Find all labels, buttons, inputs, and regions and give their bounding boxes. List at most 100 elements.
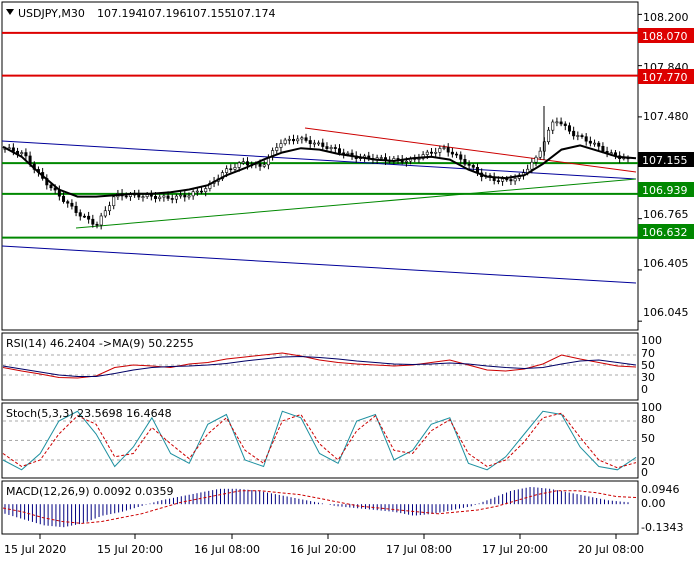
candle-body	[446, 147, 450, 153]
candle-body	[141, 196, 145, 198]
macd-signal-line[interactable]	[2, 490, 637, 524]
candle-body	[108, 205, 112, 212]
price-series-layer	[2, 106, 637, 230]
time-axis: 15 Jul 2020 15 Jul 20:00 16 Jul 08:00 16…	[4, 543, 644, 556]
candle-body	[588, 140, 592, 144]
macd-tick: -0.1343	[641, 521, 683, 534]
stoch-series-layer	[2, 410, 637, 471]
uptrend-line[interactable]	[75, 178, 637, 229]
candle-body	[149, 194, 153, 197]
macd-tick: 0.0946	[641, 483, 680, 496]
candle-body	[170, 198, 174, 200]
candle-body	[158, 196, 162, 199]
ohlc-open: 107.194	[97, 7, 143, 20]
rsi-ma-line[interactable]	[2, 355, 637, 377]
candle-body	[7, 147, 11, 150]
candle-body	[563, 123, 567, 126]
level-tag-106939	[638, 182, 694, 197]
collapse-triangle-icon[interactable]	[6, 9, 14, 15]
candle-body	[225, 168, 229, 173]
candle-body	[567, 125, 571, 132]
candle-body	[296, 138, 300, 142]
candle-body	[459, 154, 463, 160]
candle-body	[559, 121, 563, 125]
candle-body	[246, 161, 250, 166]
candle-body	[262, 164, 266, 167]
stoch-panel[interactable]	[1, 402, 639, 479]
candle-body	[283, 139, 287, 144]
price-levels-layer	[2, 31, 638, 239]
candle-body	[325, 146, 329, 149]
candle-body	[308, 140, 312, 144]
candle-body	[66, 201, 70, 204]
rsi-line[interactable]	[2, 352, 637, 379]
axes-layer	[39, 13, 642, 539]
candle-body	[162, 195, 166, 198]
rsi-axis: 100 70 50 30 0	[641, 334, 662, 396]
level-tag-106632	[638, 224, 694, 239]
candle-body	[538, 150, 542, 158]
level-tag-107770	[638, 69, 694, 84]
candle-body	[442, 147, 446, 149]
candle-body	[304, 137, 308, 141]
candle-body	[237, 162, 241, 168]
candle-body	[321, 142, 325, 147]
candle-body	[501, 178, 505, 182]
rsi-tick: 70	[641, 347, 655, 360]
time-label: 15 Jul 2020	[4, 543, 66, 556]
candle-body	[103, 210, 107, 217]
downtrend-line[interactable]	[304, 127, 637, 173]
stoch-signal-line[interactable]	[2, 412, 637, 469]
stoch-tick: 100	[641, 401, 662, 414]
candle-body	[463, 158, 467, 165]
candle-body	[337, 148, 341, 154]
candle-body	[78, 212, 82, 217]
symbol-timeframe: USDJPY,M30	[18, 7, 85, 20]
time-label: 16 Jul 20:00	[290, 543, 356, 556]
stoch-main-line[interactable]	[2, 410, 637, 471]
candle-body	[576, 135, 580, 137]
candle-body	[609, 152, 613, 154]
candle-body	[450, 151, 454, 155]
candle-body	[551, 121, 555, 131]
candle-body	[204, 188, 208, 192]
rsi-panel[interactable]	[1, 332, 639, 401]
candle-body	[187, 195, 191, 198]
chart-header: USDJPY,M30 107.194 107.196 107.155 107.1…	[6, 7, 276, 20]
candle-body	[275, 147, 279, 151]
candle-body	[191, 191, 195, 197]
time-label: 20 Jul 08:00	[578, 543, 644, 556]
time-label: 17 Jul 20:00	[482, 543, 548, 556]
candle-body	[166, 195, 170, 199]
candle-body	[74, 205, 78, 213]
moving-average-line[interactable]	[2, 144, 637, 198]
rsi-series-layer	[2, 352, 637, 379]
channel-lower-line[interactable]	[1, 245, 637, 284]
candle-body	[496, 180, 500, 182]
rsi-tick: 50	[641, 359, 655, 372]
rsi-tick: 100	[641, 334, 662, 347]
time-label: 16 Jul 08:00	[194, 543, 260, 556]
main-price-panel[interactable]	[1, 1, 639, 331]
candle-body	[404, 160, 408, 163]
channel-upper-line[interactable]	[1, 140, 637, 180]
macd-panel[interactable]	[1, 480, 639, 535]
ohlc-low: 107.155	[186, 7, 232, 20]
candle-body	[580, 135, 584, 137]
stoch-tick: 80	[641, 413, 655, 426]
candle-body	[258, 163, 262, 167]
level-tag-label: 106.632	[642, 226, 688, 239]
candle-body	[200, 190, 204, 193]
level-tag-label: 107.770	[642, 71, 688, 84]
price-tick: 107.480	[643, 110, 689, 123]
candle-body	[584, 136, 588, 142]
candle-body	[11, 147, 15, 152]
stoch-axis: 100 80 50 20 0	[641, 401, 662, 479]
candle-body	[95, 223, 99, 226]
candle-body	[124, 195, 128, 198]
candle-body	[99, 215, 103, 226]
candle-body	[530, 161, 534, 170]
macd-title: MACD(12,26,9) 0.0092 0.0359	[6, 485, 174, 498]
candle-body	[24, 152, 28, 157]
